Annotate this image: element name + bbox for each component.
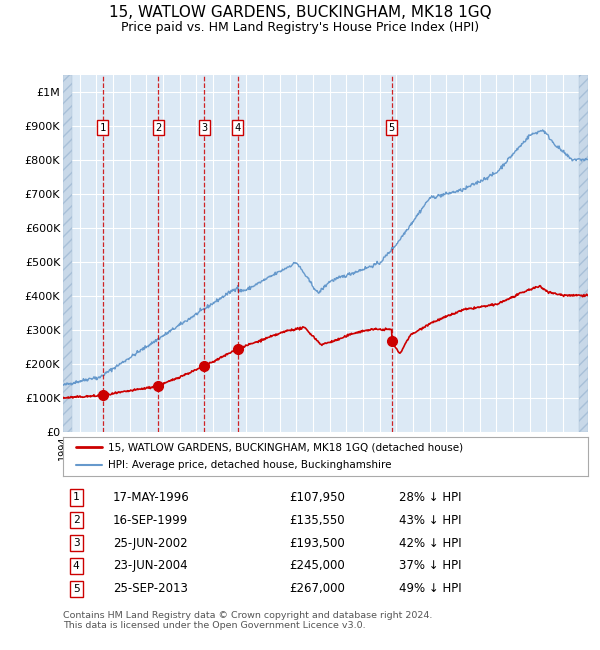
Text: 15, WATLOW GARDENS, BUCKINGHAM, MK18 1GQ: 15, WATLOW GARDENS, BUCKINGHAM, MK18 1GQ — [109, 5, 491, 20]
Bar — [63, 75, 72, 432]
Bar — [579, 75, 588, 432]
Text: 5: 5 — [73, 584, 79, 593]
Text: 28% ↓ HPI: 28% ↓ HPI — [399, 491, 461, 504]
Text: 23-JUN-2004: 23-JUN-2004 — [113, 560, 187, 573]
Text: 16-SEP-1999: 16-SEP-1999 — [113, 514, 188, 526]
Text: Price paid vs. HM Land Registry's House Price Index (HPI): Price paid vs. HM Land Registry's House … — [121, 21, 479, 34]
Text: 15, WATLOW GARDENS, BUCKINGHAM, MK18 1GQ (detached house): 15, WATLOW GARDENS, BUCKINGHAM, MK18 1GQ… — [107, 443, 463, 452]
Text: 1: 1 — [100, 122, 106, 133]
Text: 37% ↓ HPI: 37% ↓ HPI — [399, 560, 461, 573]
Text: 49% ↓ HPI: 49% ↓ HPI — [399, 582, 461, 595]
Text: 2: 2 — [73, 515, 79, 525]
Bar — [579, 75, 588, 432]
Text: 43% ↓ HPI: 43% ↓ HPI — [399, 514, 461, 526]
Text: 1: 1 — [73, 493, 79, 502]
Text: 17-MAY-1996: 17-MAY-1996 — [113, 491, 190, 504]
Text: 4: 4 — [73, 561, 79, 571]
Text: 25-JUN-2002: 25-JUN-2002 — [113, 537, 187, 550]
Text: 25-SEP-2013: 25-SEP-2013 — [113, 582, 188, 595]
Text: HPI: Average price, detached house, Buckinghamshire: HPI: Average price, detached house, Buck… — [107, 460, 391, 470]
Text: Contains HM Land Registry data © Crown copyright and database right 2024.
This d: Contains HM Land Registry data © Crown c… — [63, 611, 433, 630]
Text: 3: 3 — [201, 122, 208, 133]
Text: £135,550: £135,550 — [289, 514, 344, 526]
Text: £245,000: £245,000 — [289, 560, 344, 573]
Text: 42% ↓ HPI: 42% ↓ HPI — [399, 537, 461, 550]
Text: £107,950: £107,950 — [289, 491, 344, 504]
Text: £267,000: £267,000 — [289, 582, 344, 595]
Bar — [63, 75, 72, 432]
Text: 5: 5 — [389, 122, 395, 133]
Text: 2: 2 — [155, 122, 161, 133]
Text: £193,500: £193,500 — [289, 537, 344, 550]
Text: 3: 3 — [73, 538, 79, 548]
Text: 4: 4 — [235, 122, 241, 133]
